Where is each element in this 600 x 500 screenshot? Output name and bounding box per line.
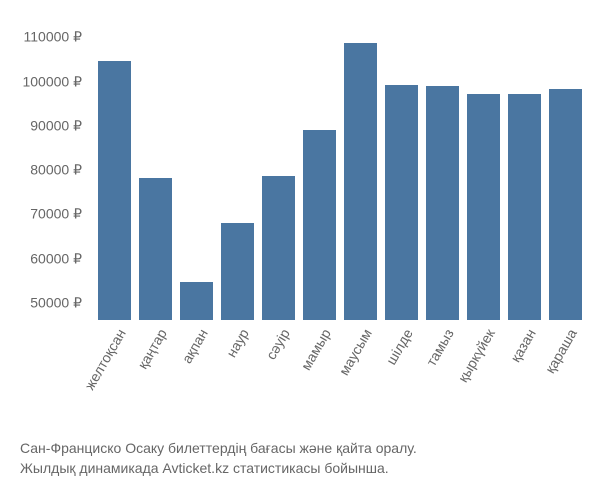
bar [508, 94, 542, 320]
x-label-slot: ақпан [176, 326, 217, 436]
y-tick-label: 50000 ₽ [30, 295, 82, 312]
x-label-slot: маусым [340, 326, 381, 436]
x-tick-label: сәуір [262, 326, 292, 362]
x-label-slot: қазан [504, 326, 545, 436]
bar-slot [340, 10, 381, 320]
x-tick-label: маусым [335, 326, 374, 378]
bar-slot [545, 10, 586, 320]
price-bar-chart: 50000 ₽ 60000 ₽ 70000 ₽ 80000 ₽ 90000 ₽ 10000… [0, 0, 600, 430]
bar [303, 130, 337, 320]
bar-slot [504, 10, 545, 320]
x-tick-label: қараша [541, 326, 579, 376]
bar-slot [299, 10, 340, 320]
bar [139, 178, 173, 320]
y-tick-label: 80000 ₽ [30, 162, 82, 179]
x-tick-label: мамыр [297, 326, 333, 373]
x-label-slot: наур [217, 326, 258, 436]
bar-slot [217, 10, 258, 320]
chart-caption: Сан-Франциско Осаку билеттердің бағасы ж… [20, 438, 590, 479]
bar-slot [422, 10, 463, 320]
plot-area [90, 10, 590, 320]
x-tick-label: тамыз [422, 326, 456, 369]
x-tick-label: ақпан [178, 326, 210, 366]
bar-slot [176, 10, 217, 320]
y-axis: 50000 ₽ 60000 ₽ 70000 ₽ 80000 ₽ 90000 ₽ 10000… [0, 10, 90, 320]
bar-slot [463, 10, 504, 320]
x-label-slot: қараша [545, 326, 586, 436]
bar [467, 94, 501, 320]
bar [385, 85, 419, 320]
bar [98, 61, 132, 320]
x-label-slot: шілде [381, 326, 422, 436]
bar [180, 282, 214, 320]
bar [549, 89, 583, 320]
x-tick-label: наур [223, 326, 252, 360]
y-tick-label: 60000 ₽ [30, 250, 82, 267]
y-tick-label: 90000 ₽ [30, 117, 82, 134]
bar-slot [135, 10, 176, 320]
y-tick-label: 120000 ₽ [22, 0, 82, 2]
y-tick-label: 110000 ₽ [24, 29, 82, 46]
y-tick-label: 70000 ₽ [30, 206, 82, 223]
x-tick-label: желтоқсан [81, 326, 129, 392]
bar [344, 43, 378, 320]
x-label-slot: желтоқсан [94, 326, 135, 436]
bar-slot [381, 10, 422, 320]
bars-container [90, 10, 590, 320]
x-label-slot: тамыз [422, 326, 463, 436]
x-label-slot: мамыр [299, 326, 340, 436]
bar [262, 176, 296, 320]
x-label-slot: қыркүйек [463, 326, 504, 436]
x-tick-label: қазан [507, 326, 539, 365]
bar [221, 223, 255, 320]
bar [426, 86, 460, 320]
bar-slot [258, 10, 299, 320]
bar-slot [94, 10, 135, 320]
x-label-slot: қаңтар [135, 326, 176, 436]
caption-line-1: Сан-Франциско Осаку билеттердің бағасы ж… [20, 438, 590, 458]
caption-line-2: Жылдық динамикада Avticket.kz статистика… [20, 458, 590, 478]
y-tick-label: 100000 ₽ [22, 73, 82, 90]
x-label-slot: сәуір [258, 326, 299, 436]
x-axis-labels: желтоқсанқаңтарақпан наур сәуірмамырмаусым… [90, 326, 590, 436]
x-tick-label: шілде [382, 326, 415, 367]
x-tick-label: қаңтар [134, 326, 170, 372]
